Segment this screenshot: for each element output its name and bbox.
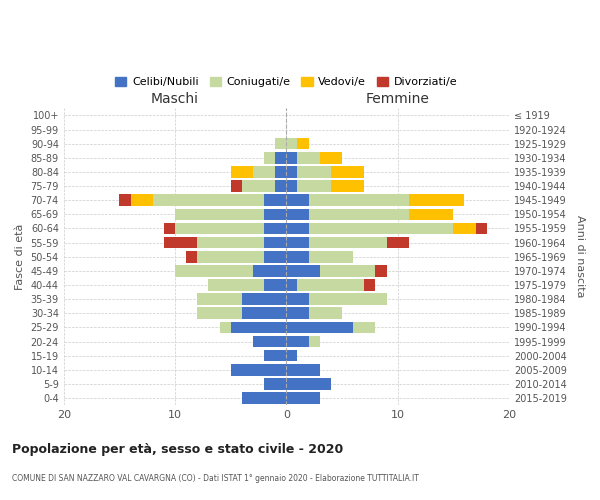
Bar	[231, 180, 242, 192]
Bar	[264, 194, 286, 206]
Bar	[175, 222, 264, 234]
Bar	[242, 392, 286, 404]
Text: Maschi: Maschi	[151, 92, 199, 106]
Bar	[197, 294, 242, 305]
Bar	[275, 152, 286, 164]
Bar	[286, 378, 331, 390]
Bar	[231, 364, 286, 376]
Bar	[286, 294, 308, 305]
Bar	[119, 194, 131, 206]
Bar	[376, 265, 386, 276]
Bar	[175, 208, 264, 220]
Bar	[308, 208, 409, 220]
Bar	[131, 194, 153, 206]
Bar	[331, 180, 364, 192]
Bar	[220, 322, 231, 333]
Bar	[286, 350, 298, 362]
Bar	[286, 208, 308, 220]
Bar	[197, 308, 242, 319]
Bar	[286, 322, 353, 333]
Bar	[298, 166, 331, 177]
Bar	[208, 279, 264, 291]
Bar	[197, 251, 264, 262]
Bar	[175, 265, 253, 276]
Bar	[264, 152, 275, 164]
Bar	[286, 152, 298, 164]
Bar	[253, 166, 275, 177]
Bar	[298, 138, 308, 149]
Bar	[320, 152, 342, 164]
Bar	[264, 251, 286, 262]
Bar	[308, 222, 453, 234]
Bar	[298, 279, 364, 291]
Bar	[409, 194, 464, 206]
Bar	[164, 222, 175, 234]
Bar	[298, 152, 320, 164]
Bar	[231, 322, 286, 333]
Bar	[308, 251, 353, 262]
Bar	[353, 322, 376, 333]
Bar	[264, 222, 286, 234]
Bar	[275, 138, 286, 149]
Bar	[320, 265, 376, 276]
Bar	[264, 279, 286, 291]
Bar	[308, 237, 386, 248]
Bar	[264, 350, 286, 362]
Y-axis label: Fasce di età: Fasce di età	[15, 224, 25, 290]
Bar	[286, 265, 320, 276]
Text: Popolazione per età, sesso e stato civile - 2020: Popolazione per età, sesso e stato civil…	[12, 442, 343, 456]
Bar	[253, 265, 286, 276]
Bar	[286, 251, 308, 262]
Bar	[286, 279, 298, 291]
Bar	[242, 294, 286, 305]
Bar	[197, 237, 264, 248]
Text: Femmine: Femmine	[366, 92, 430, 106]
Bar	[286, 308, 308, 319]
Bar	[286, 237, 308, 248]
Text: COMUNE DI SAN NAZZARO VAL CAVARGNA (CO) - Dati ISTAT 1° gennaio 2020 - Elaborazi: COMUNE DI SAN NAZZARO VAL CAVARGNA (CO) …	[12, 474, 419, 483]
Bar	[476, 222, 487, 234]
Bar	[286, 166, 298, 177]
Bar	[286, 364, 320, 376]
Bar	[153, 194, 264, 206]
Bar	[453, 222, 476, 234]
Bar	[286, 180, 298, 192]
Bar	[286, 222, 308, 234]
Bar	[364, 279, 376, 291]
Bar	[331, 166, 364, 177]
Bar	[286, 336, 308, 347]
Bar	[409, 208, 453, 220]
Bar	[242, 180, 275, 192]
Bar	[231, 166, 253, 177]
Bar	[264, 378, 286, 390]
Bar	[286, 392, 320, 404]
Bar	[308, 294, 386, 305]
Bar	[164, 237, 197, 248]
Bar	[298, 180, 331, 192]
Bar	[186, 251, 197, 262]
Bar	[242, 308, 286, 319]
Bar	[308, 194, 409, 206]
Bar	[275, 180, 286, 192]
Bar	[264, 237, 286, 248]
Bar	[308, 308, 342, 319]
Y-axis label: Anni di nascita: Anni di nascita	[575, 216, 585, 298]
Bar	[308, 336, 320, 347]
Bar	[286, 138, 298, 149]
Bar	[286, 194, 308, 206]
Bar	[386, 237, 409, 248]
Legend: Celibi/Nubili, Coniugati/e, Vedovi/e, Divorziati/e: Celibi/Nubili, Coniugati/e, Vedovi/e, Di…	[111, 72, 462, 92]
Bar	[275, 166, 286, 177]
Bar	[264, 208, 286, 220]
Bar	[253, 336, 286, 347]
